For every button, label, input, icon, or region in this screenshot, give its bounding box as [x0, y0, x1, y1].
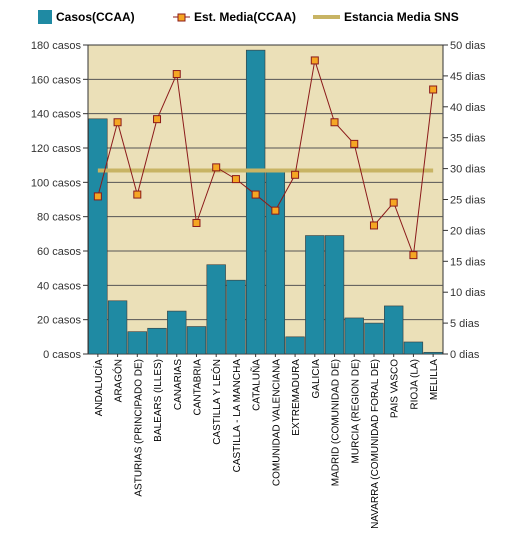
line-point	[310, 56, 319, 65]
line-point	[291, 170, 300, 179]
right-tick-label: 25 dias	[450, 195, 486, 207]
bars	[88, 49, 443, 355]
line-point	[133, 190, 142, 199]
left-tick-label: 100 casos	[31, 177, 82, 189]
bar	[226, 279, 246, 355]
category-label: NAVARRA (COMUNIDAD FORAL DE)	[370, 359, 381, 529]
right-tick-label: 45 dias	[450, 71, 486, 83]
category-label: RIOJA (LA)	[409, 359, 420, 410]
category-label: CANTABRIA	[192, 359, 203, 416]
line-point	[192, 218, 201, 227]
right-tick-label: 15 dias	[450, 256, 486, 268]
bar	[245, 49, 266, 355]
bar	[107, 300, 128, 355]
line-point	[251, 190, 260, 199]
left-tick-label: 80 casos	[37, 212, 82, 224]
category-label: MELILLA	[429, 359, 440, 400]
line-point	[153, 115, 162, 124]
bar	[285, 336, 305, 355]
left-tick-label: 40 casos	[37, 280, 82, 292]
line-point	[389, 198, 398, 207]
x-axis-labels: ANDALUCÍA ARAGÓN ASTURIAS (PRINCIPADO DE) B…	[92, 354, 440, 529]
right-tick-label: 0 dias	[450, 349, 480, 361]
right-tick-label: 40 dias	[450, 102, 486, 114]
left-tick-label: 20 casos	[37, 315, 82, 327]
right-tick-label: 30 dias	[450, 164, 486, 176]
line-point	[409, 251, 418, 260]
line-point	[429, 85, 438, 94]
category-label: CASTILLA Y LEÓN	[210, 359, 223, 445]
line-point	[93, 192, 102, 201]
left-tick-label: 0 casos	[43, 349, 81, 361]
category-label: PAIS VASCO	[390, 359, 401, 418]
bar	[186, 326, 207, 355]
line-point	[231, 175, 240, 184]
line-point	[172, 70, 181, 79]
right-tick-label: 35 dias	[450, 133, 486, 145]
right-tick-label: 20 dias	[450, 225, 486, 237]
right-tick-label: 5 dias	[450, 318, 480, 330]
bar	[384, 305, 404, 355]
bar	[305, 235, 325, 355]
bar	[423, 351, 443, 355]
category-label: EXTREMADURA	[291, 359, 302, 436]
category-label: COMUNIDAD VALENCIANA	[271, 359, 282, 486]
bar	[344, 317, 364, 355]
category-label: GALICIA	[311, 359, 322, 399]
category-label: CASTILLA - LA MANCHA	[232, 359, 243, 473]
line-point	[330, 118, 339, 127]
left-tick-label: 120 casos	[31, 143, 82, 155]
category-label: MADRID (COMUNIDAD DE)	[331, 359, 342, 486]
legend-label-est-media: Est. Media(CCAA)	[194, 10, 296, 24]
plot-area	[87, 44, 444, 355]
bar	[88, 118, 108, 355]
right-tick-label: 10 dias	[450, 287, 486, 299]
line-point	[350, 139, 359, 148]
bar	[147, 327, 167, 355]
left-tick-label: 160 casos	[31, 74, 82, 86]
line-series	[93, 56, 438, 260]
line-point	[113, 118, 122, 127]
category-label: MURCIA (REGION DE)	[350, 359, 361, 463]
legend: Casos(CCAA) Est. Media(CCAA) Estancia Me…	[38, 10, 459, 24]
category-label: ANDALUCÍA	[92, 359, 105, 417]
category-label: BALEARS (ILLES)	[153, 359, 164, 442]
category-label: ARAGÓN	[112, 359, 125, 402]
left-tick-label: 180 casos	[31, 40, 82, 52]
bar	[127, 331, 147, 355]
left-axis: 0 casos 20 casos 40 casos 60 casos 80 casos 1…	[31, 40, 88, 361]
category-label: CANARIAS	[173, 359, 184, 410]
line-point	[271, 206, 280, 215]
bar	[206, 264, 226, 355]
line-point	[212, 163, 221, 172]
bar	[167, 310, 187, 355]
bar	[364, 322, 384, 355]
legend-label-casos: Casos(CCAA)	[56, 10, 135, 24]
bar	[403, 341, 424, 355]
line-point	[369, 221, 378, 230]
left-tick-label: 140 casos	[31, 109, 82, 121]
right-tick-label: 50 dias	[450, 40, 486, 52]
left-tick-label: 60 casos	[37, 246, 82, 258]
legend-swatch-casos	[38, 10, 52, 24]
bar	[324, 235, 345, 355]
grid	[88, 78, 443, 321]
right-axis: 0 dias 5 dias 10 dias 15 dias 20 dias 25 dias…	[443, 40, 486, 361]
category-label: ASTURIAS (PRINCIPADO DE)	[133, 359, 144, 497]
legend-label-sns: Estancia Media SNS	[344, 10, 459, 24]
legend-marker-est-media	[177, 13, 186, 22]
category-label: CATALUÑA	[250, 359, 263, 411]
